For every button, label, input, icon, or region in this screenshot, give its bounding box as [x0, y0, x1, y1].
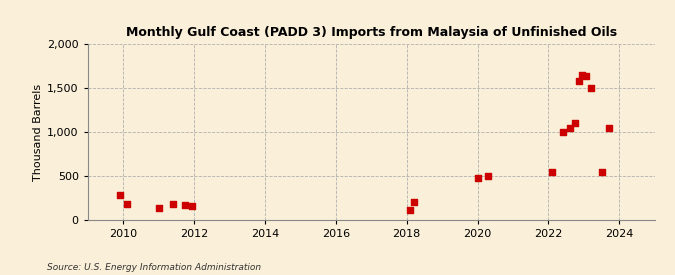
Point — [570, 121, 580, 125]
Text: Source: U.S. Energy Information Administration: Source: U.S. Energy Information Administ… — [47, 263, 261, 272]
Point — [564, 125, 575, 130]
Point — [408, 200, 419, 205]
Y-axis label: Thousand Barrels: Thousand Barrels — [33, 83, 43, 181]
Title: Monthly Gulf Coast (PADD 3) Imports from Malaysia of Unfinished Oils: Monthly Gulf Coast (PADD 3) Imports from… — [126, 26, 617, 39]
Point — [547, 170, 558, 175]
Point — [122, 202, 132, 206]
Point — [187, 204, 198, 208]
Point — [180, 202, 190, 207]
Point — [603, 126, 614, 131]
Point — [167, 202, 178, 206]
Point — [114, 193, 125, 197]
Point — [153, 205, 164, 210]
Point — [483, 174, 493, 178]
Point — [405, 208, 416, 213]
Point — [472, 175, 483, 180]
Point — [586, 86, 597, 90]
Point — [573, 79, 584, 83]
Point — [558, 130, 568, 134]
Point — [576, 73, 587, 77]
Point — [580, 73, 591, 78]
Point — [596, 170, 607, 175]
